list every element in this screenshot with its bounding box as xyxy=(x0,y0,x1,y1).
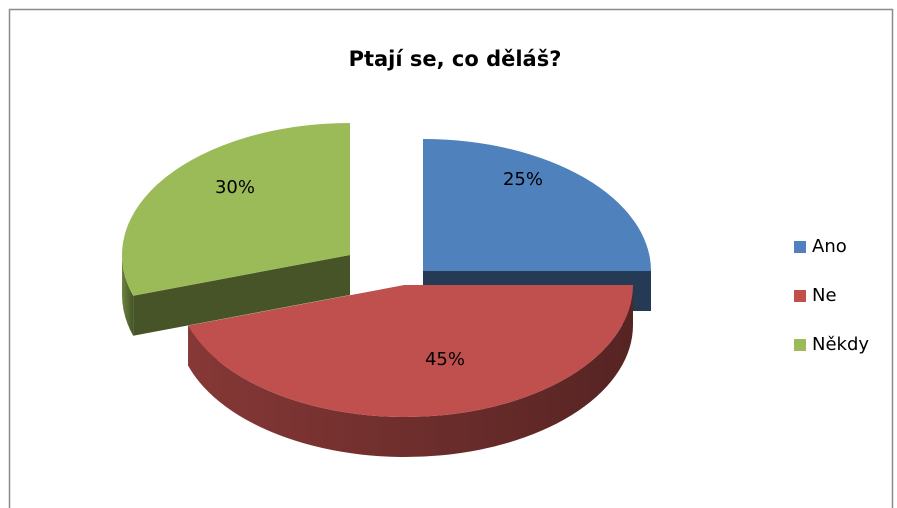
legend-label: Ne xyxy=(812,285,837,306)
legend-label: Ano xyxy=(812,236,847,257)
slice-side xyxy=(188,285,633,458)
slice xyxy=(121,123,350,296)
chart-title: Ptají se, co děláš? xyxy=(349,47,562,71)
slice-side xyxy=(122,255,134,336)
data-label: 25% xyxy=(503,169,543,190)
slice-wall xyxy=(133,255,350,336)
slice xyxy=(423,139,651,271)
data-label: 45% xyxy=(425,349,465,370)
pie: 25% 45% 30% xyxy=(121,123,651,458)
legend-swatch xyxy=(794,339,806,351)
data-label: 30% xyxy=(215,177,255,198)
legend-swatch xyxy=(794,241,806,253)
legend: Ano Ne Někdy xyxy=(794,236,869,355)
legend-label: Někdy xyxy=(812,334,869,355)
legend-swatch xyxy=(794,290,806,302)
slice xyxy=(188,285,633,418)
